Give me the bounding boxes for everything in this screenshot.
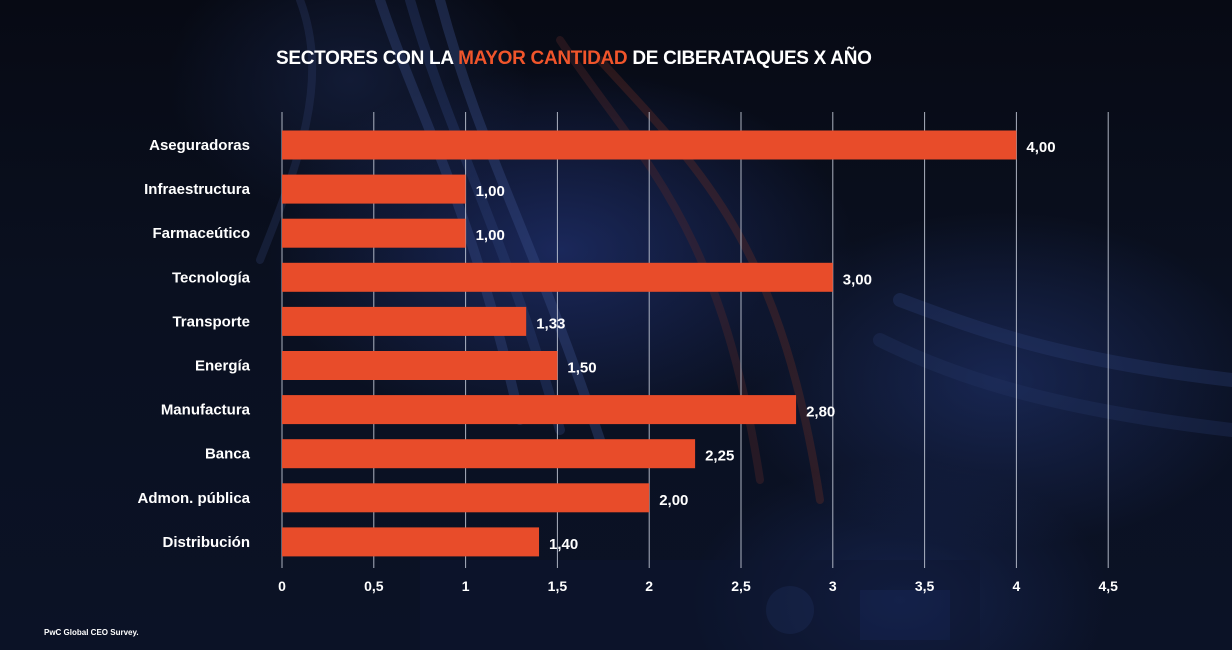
chart-title: SECTORES CON LA MAYOR CANTIDAD DE CIBERA… [276, 48, 872, 70]
value-label: 4,00 [1026, 139, 1055, 156]
bar-5 [282, 351, 558, 380]
value-label: 1,00 [476, 183, 505, 200]
x-tick-label: 0 [278, 578, 286, 594]
x-tick-label: 4,5 [1098, 578, 1118, 594]
x-axis-tick-labels: 0 0,5 1 1,5 2 2,5 3 3,5 4 4,5 [278, 578, 1118, 594]
category-labels: Aseguradoras Infraestructura Farmaceútico T… [138, 137, 251, 551]
bars [282, 130, 1017, 557]
chart-title-suffix: DE CIBERATAQUES X AÑO [627, 48, 872, 69]
value-label: 2,80 [806, 404, 835, 421]
x-tick-label: 3 [829, 578, 837, 594]
chart-title-highlight: MAYOR CANTIDAD [458, 48, 628, 69]
value-label: 3,00 [843, 271, 872, 288]
bar-1 [282, 174, 466, 204]
value-label: 1,40 [549, 536, 578, 553]
bar-0 [282, 130, 1017, 160]
category-label: Manufactura [161, 402, 251, 419]
category-label: Farmaceútico [152, 225, 250, 242]
x-tick-label: 0,5 [364, 578, 384, 594]
value-label: 1,33 [536, 315, 565, 332]
bar-2 [282, 218, 466, 248]
bar-4 [282, 306, 527, 336]
category-label: Infraestructura [144, 181, 251, 198]
category-label: Aseguradoras [149, 137, 250, 154]
category-label: Admon. pública [138, 490, 251, 507]
value-label: 2,25 [705, 448, 734, 465]
value-label: 1,00 [476, 227, 505, 244]
x-tick-label: 2,5 [731, 578, 751, 594]
x-tick-label: 4 [1013, 578, 1021, 594]
bar-6 [282, 395, 797, 425]
value-label: 2,00 [659, 492, 688, 509]
x-tick-label: 2 [645, 578, 653, 594]
source-note: PwC Global CEO Survey. [44, 628, 139, 637]
category-label: Banca [205, 446, 251, 463]
x-tick-label: 3,5 [915, 578, 935, 594]
category-label: Energía [195, 358, 251, 375]
chart-title-prefix: SECTORES CON LA [276, 48, 459, 69]
x-tick-label: 1,5 [548, 578, 568, 594]
value-labels: 4,00 1,00 1,00 3,00 1,33 1,50 2,80 2,25 2,00 1,40 [476, 139, 1056, 553]
bar-7 [282, 439, 696, 469]
category-label: Distribución [162, 534, 250, 551]
category-label: Transporte [172, 313, 250, 330]
bar-8 [282, 483, 650, 513]
bar-3 [282, 262, 833, 292]
x-tick-label: 1 [462, 578, 470, 594]
bar-9 [282, 527, 540, 557]
category-label: Tecnología [172, 269, 251, 286]
value-label: 1,50 [567, 360, 596, 377]
